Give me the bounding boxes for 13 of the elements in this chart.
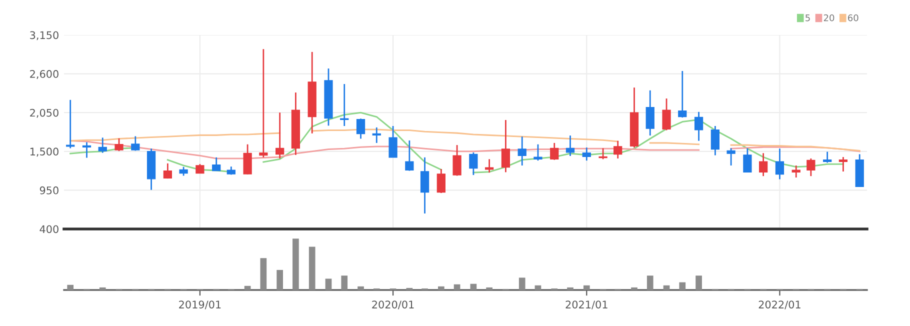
y-tick-label: 950 xyxy=(40,186,58,194)
y-tick-label: 400 xyxy=(40,225,58,234)
x-tick-label: 2020/01 xyxy=(372,300,414,310)
legend-label: 60 xyxy=(848,14,858,22)
x-tick-label: 2022/01 xyxy=(758,300,800,310)
y-tick-label: 3,150 xyxy=(30,31,58,40)
y-tick-label: 1,500 xyxy=(30,148,58,157)
y-tick-label: 2,600 xyxy=(30,70,58,79)
legend-label: 20 xyxy=(824,14,834,22)
x-tick-label: 2019/01 xyxy=(179,300,221,310)
y-tick-label: 2,050 xyxy=(30,108,58,118)
legend-label: 5 xyxy=(806,14,810,22)
x-tick-label: 2021/01 xyxy=(566,300,608,310)
